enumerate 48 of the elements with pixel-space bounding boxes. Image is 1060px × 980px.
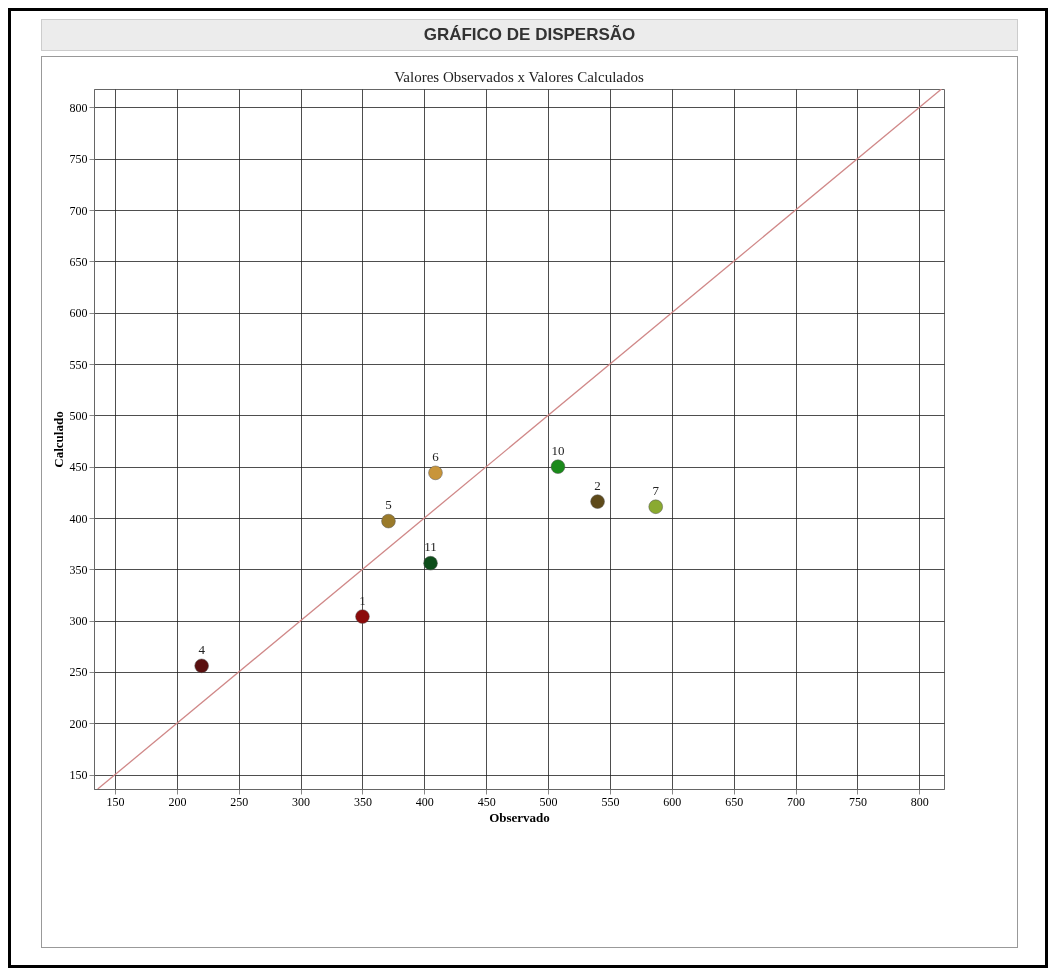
x-tick-label: 550	[601, 794, 620, 809]
annotation: 11	[424, 539, 437, 555]
y-tick-label: 650	[69, 254, 88, 269]
y-tick-label: 750	[69, 152, 88, 167]
x-tick-label: 200	[168, 794, 187, 809]
point	[423, 556, 438, 571]
x-tick-label: 800	[910, 794, 929, 809]
point	[194, 658, 209, 673]
y-tick-label: 300	[69, 614, 88, 629]
annotation: 4	[198, 641, 206, 657]
y-tick-label: 700	[69, 203, 88, 218]
point	[590, 494, 605, 509]
point	[648, 499, 663, 514]
x-tick-label: 350	[353, 794, 372, 809]
x-tick-label: 500	[539, 794, 558, 809]
y-tick-label: 450	[69, 460, 88, 475]
annotation: 6	[432, 448, 440, 464]
y-tick-label: 200	[69, 716, 88, 731]
y-tick-label: 550	[69, 357, 88, 372]
x-tick-label: 700	[787, 794, 806, 809]
y-tick-label: 150	[69, 768, 88, 783]
x-tick-label: 400	[415, 794, 434, 809]
x-tick-label: 250	[230, 794, 249, 809]
point	[381, 513, 396, 529]
annotation: 1	[359, 592, 366, 608]
x-tick-label: 600	[663, 794, 682, 809]
x-tick-label: 450	[477, 794, 496, 809]
annotation: 2	[594, 477, 601, 493]
x-axis-title: Observado	[489, 809, 550, 825]
y-tick-label: 800	[69, 100, 88, 115]
y-tick-label: 350	[69, 562, 88, 577]
annotation: 10	[551, 442, 565, 458]
x-tick-label: 750	[848, 794, 867, 809]
y-tick-label: 400	[69, 511, 88, 526]
y-tick-label: 250	[69, 665, 88, 680]
x-tick-label: 150	[106, 794, 125, 809]
chart-title: GRÁFICO DE DISPERSÃO	[41, 19, 1018, 51]
point	[550, 459, 566, 474]
x-tick-label: 650	[725, 794, 744, 809]
y-axis-title: Calculado	[50, 411, 66, 468]
point	[355, 609, 370, 624]
annotation: 7	[652, 482, 660, 498]
x-tick-label: 300	[292, 794, 311, 809]
annotation: 5	[385, 497, 392, 513]
chart-subtitle: Valores Observados x Valores Calculados	[394, 69, 644, 85]
y-tick-label: 500	[69, 408, 88, 423]
point	[428, 465, 443, 480]
y-tick-label: 600	[69, 306, 88, 321]
